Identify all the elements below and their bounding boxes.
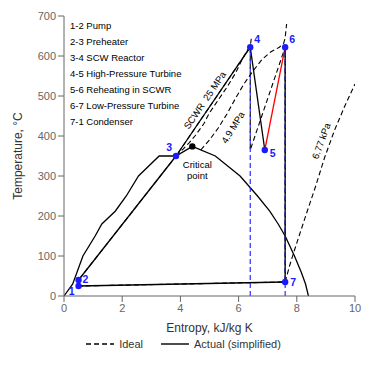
- svg-text:Temperature, °C: Temperature, °C: [11, 112, 25, 200]
- svg-text:SCWR 25 MPa: SCWR 25 MPa: [181, 69, 228, 131]
- svg-text:Criticalpoint: Criticalpoint: [183, 159, 212, 181]
- svg-text:4.9 MPa: 4.9 MPa: [219, 109, 247, 145]
- svg-text:1-2 Pump2-3 Preheater3-4 SCW R: 1-2 Pump2-3 Preheater3-4 SCW Reactor4-5 …: [70, 20, 181, 127]
- svg-text:0: 0: [50, 290, 56, 302]
- svg-text:200: 200: [38, 210, 56, 222]
- svg-text:6: 6: [289, 33, 295, 45]
- svg-text:4: 4: [254, 33, 260, 45]
- svg-text:700: 700: [38, 10, 56, 22]
- html-text:Actual (simplified): Actual (simplified): [194, 338, 281, 350]
- svg-text:5: 5: [270, 147, 276, 159]
- svg-text:Entropy, kJ/kg K: Entropy, kJ/kg K: [166, 321, 252, 335]
- svg-text:8: 8: [294, 302, 300, 314]
- svg-text:400: 400: [38, 130, 56, 142]
- svg-text:3: 3: [166, 141, 172, 153]
- svg-text:6: 6: [236, 302, 242, 314]
- svg-text:100: 100: [38, 250, 56, 262]
- svg-text:7: 7: [290, 276, 296, 288]
- svg-text:1: 1: [69, 285, 75, 297]
- svg-text:500: 500: [38, 90, 56, 102]
- svg-text:0: 0: [61, 302, 67, 314]
- html-text:Ideal: Ideal: [119, 338, 143, 350]
- svg-text:4: 4: [177, 302, 183, 314]
- svg-text:300: 300: [38, 170, 56, 182]
- svg-text:6.77 kPa: 6.77 kPa: [310, 121, 333, 161]
- svg-text:600: 600: [38, 50, 56, 62]
- svg-text:10: 10: [349, 302, 361, 314]
- svg-text:2: 2: [83, 273, 89, 285]
- svg-text:2: 2: [119, 302, 125, 314]
